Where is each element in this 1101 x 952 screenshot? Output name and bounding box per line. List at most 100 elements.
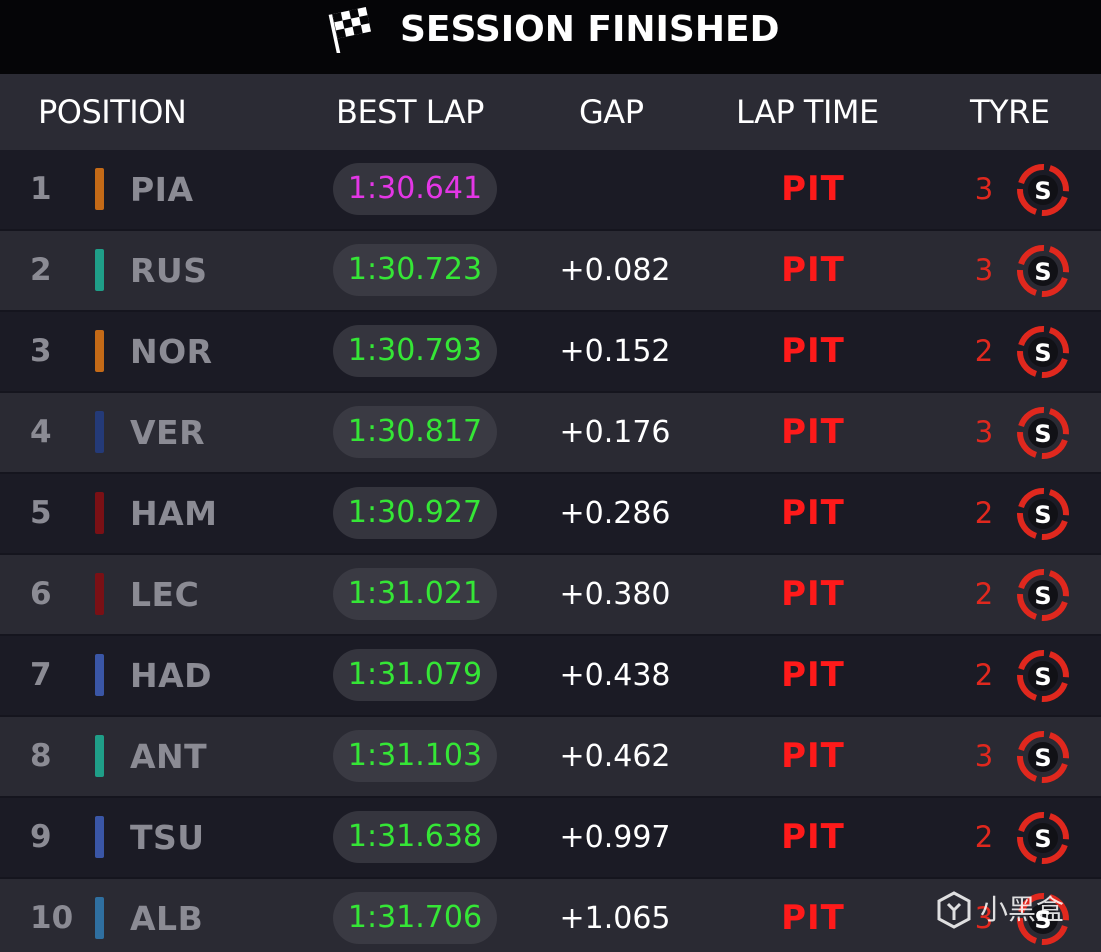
header-gap: GAP (579, 93, 644, 131)
lap-time-status: PIT (781, 493, 845, 533)
tyre-compound-letter: S (1034, 501, 1051, 529)
tyre-compound-letter: S (1034, 825, 1051, 853)
position-number: 2 (30, 252, 52, 288)
driver-code: HAM (130, 494, 218, 533)
gap-value: +0.438 (559, 658, 671, 693)
tyre-laps: 2 (974, 496, 994, 530)
best-lap-pill: 1:30.927 (333, 487, 497, 539)
team-color-bar (95, 411, 104, 453)
lap-time-status: PIT (781, 817, 845, 857)
best-lap-pill: 1:31.706 (333, 892, 497, 944)
driver-code: HAD (130, 656, 213, 695)
table-row[interactable]: 5 HAM 1:30.927 +0.286 PIT 2 S (0, 474, 1101, 553)
soft-tyre-icon: S (1017, 812, 1069, 864)
position-number: 7 (30, 657, 52, 693)
position-number: 1 (30, 171, 52, 207)
team-color-bar (95, 735, 104, 777)
table-row[interactable]: 10 ALB 1:31.706 +1.065 PIT 3 S (0, 879, 1101, 952)
tyre-laps: 3 (974, 739, 994, 773)
table-row[interactable]: 7 HAD 1:31.079 +0.438 PIT 2 S (0, 636, 1101, 715)
position-number: 9 (30, 819, 52, 855)
best-lap-time: 1:31.706 (347, 900, 483, 935)
table-row[interactable]: 2 RUS 1:30.723 +0.082 PIT 3 S (0, 231, 1101, 310)
table-row[interactable]: 9 TSU 1:31.638 +0.997 PIT 2 S (0, 798, 1101, 877)
tyre-compound-letter: S (1034, 339, 1051, 367)
tyre-compound-letter: S (1034, 420, 1051, 448)
table-header: POSITION BEST LAP GAP LAP TIME TYRE (0, 74, 1101, 150)
driver-code: PIA (130, 170, 194, 209)
driver-code: ANT (130, 737, 208, 776)
header-best-lap: BEST LAP (336, 93, 484, 131)
driver-code: TSU (130, 818, 205, 857)
soft-tyre-icon: S (1017, 164, 1069, 216)
team-color-bar (95, 168, 104, 210)
gap-value: +0.997 (559, 820, 671, 855)
driver-code: ALB (130, 899, 204, 938)
gap-value (540, 150, 690, 229)
soft-tyre-icon: S (1017, 731, 1069, 783)
chequered-flag-icon (328, 7, 371, 53)
gap-value: +0.462 (559, 739, 671, 774)
team-color-bar (95, 573, 104, 615)
team-color-bar (95, 330, 104, 372)
best-lap-pill: 1:30.723 (333, 244, 497, 296)
tyre-laps: 2 (974, 334, 994, 368)
position-number: 10 (30, 900, 74, 936)
lap-time-status: PIT (781, 655, 845, 695)
page-title: SESSION FINISHED (400, 9, 780, 50)
best-lap-pill: 1:31.079 (333, 649, 497, 701)
best-lap-time: 1:31.638 (347, 819, 483, 854)
gap-value: +0.082 (559, 253, 671, 288)
best-lap-pill: 1:31.021 (333, 568, 497, 620)
tyre-laps: 2 (974, 658, 994, 692)
table-row[interactable]: 3 NOR 1:30.793 +0.152 PIT 2 S (0, 312, 1101, 391)
driver-code: LEC (130, 575, 200, 614)
lap-time-status: PIT (781, 574, 845, 614)
position-number: 4 (30, 414, 52, 450)
position-number: 3 (30, 333, 52, 369)
gap-value: +1.065 (559, 901, 671, 936)
team-color-bar (95, 654, 104, 696)
gap-value: +0.286 (559, 496, 671, 531)
table-row[interactable]: 6 LEC 1:31.021 +0.380 PIT 2 S (0, 555, 1101, 634)
driver-code: VER (130, 413, 205, 452)
tyre-compound-letter: S (1034, 744, 1051, 772)
position-number: 5 (30, 495, 52, 531)
tyre-compound-letter: S (1034, 177, 1051, 205)
soft-tyre-icon: S (1017, 488, 1069, 540)
best-lap-time: 1:30.927 (347, 495, 483, 530)
position-number: 6 (30, 576, 52, 612)
gap-value: +0.176 (559, 415, 671, 450)
best-lap-time: 1:30.723 (347, 252, 483, 287)
tyre-compound-letter: S (1034, 258, 1051, 286)
lap-time-status: PIT (781, 250, 845, 290)
lap-time-status: PIT (781, 736, 845, 776)
lap-time-status: PIT (781, 331, 845, 371)
lap-time-status: PIT (781, 412, 845, 452)
team-color-bar (95, 492, 104, 534)
table-row[interactable]: 1 PIA 1:30.641 PIT 3 S (0, 150, 1101, 229)
driver-code: NOR (130, 332, 213, 371)
best-lap-time: 1:30.641 (347, 171, 483, 206)
lap-time-status: PIT (781, 898, 845, 938)
best-lap-pill: 1:30.793 (333, 325, 497, 377)
tyre-laps: 3 (974, 901, 994, 935)
table-row[interactable]: 4 VER 1:30.817 +0.176 PIT 3 S (0, 393, 1101, 472)
tyre-compound-letter: S (1034, 582, 1051, 610)
title-bar: SESSION FINISHED (0, 0, 1101, 74)
team-color-bar (95, 897, 104, 939)
gap-value: +0.152 (559, 334, 671, 369)
tyre-laps: 3 (974, 415, 994, 449)
team-color-bar (95, 249, 104, 291)
tyre-compound-letter: S (1034, 663, 1051, 691)
table-row[interactable]: 8 ANT 1:31.103 +0.462 PIT 3 S (0, 717, 1101, 796)
tyre-laps: 3 (974, 253, 994, 287)
tyre-laps: 2 (974, 577, 994, 611)
best-lap-time: 1:30.793 (347, 333, 483, 368)
lap-time-status: PIT (781, 169, 845, 209)
best-lap-time: 1:31.103 (347, 738, 483, 773)
soft-tyre-icon: S (1017, 407, 1069, 459)
gap-value: +0.380 (559, 577, 671, 612)
tyre-compound-letter: S (1034, 906, 1051, 934)
